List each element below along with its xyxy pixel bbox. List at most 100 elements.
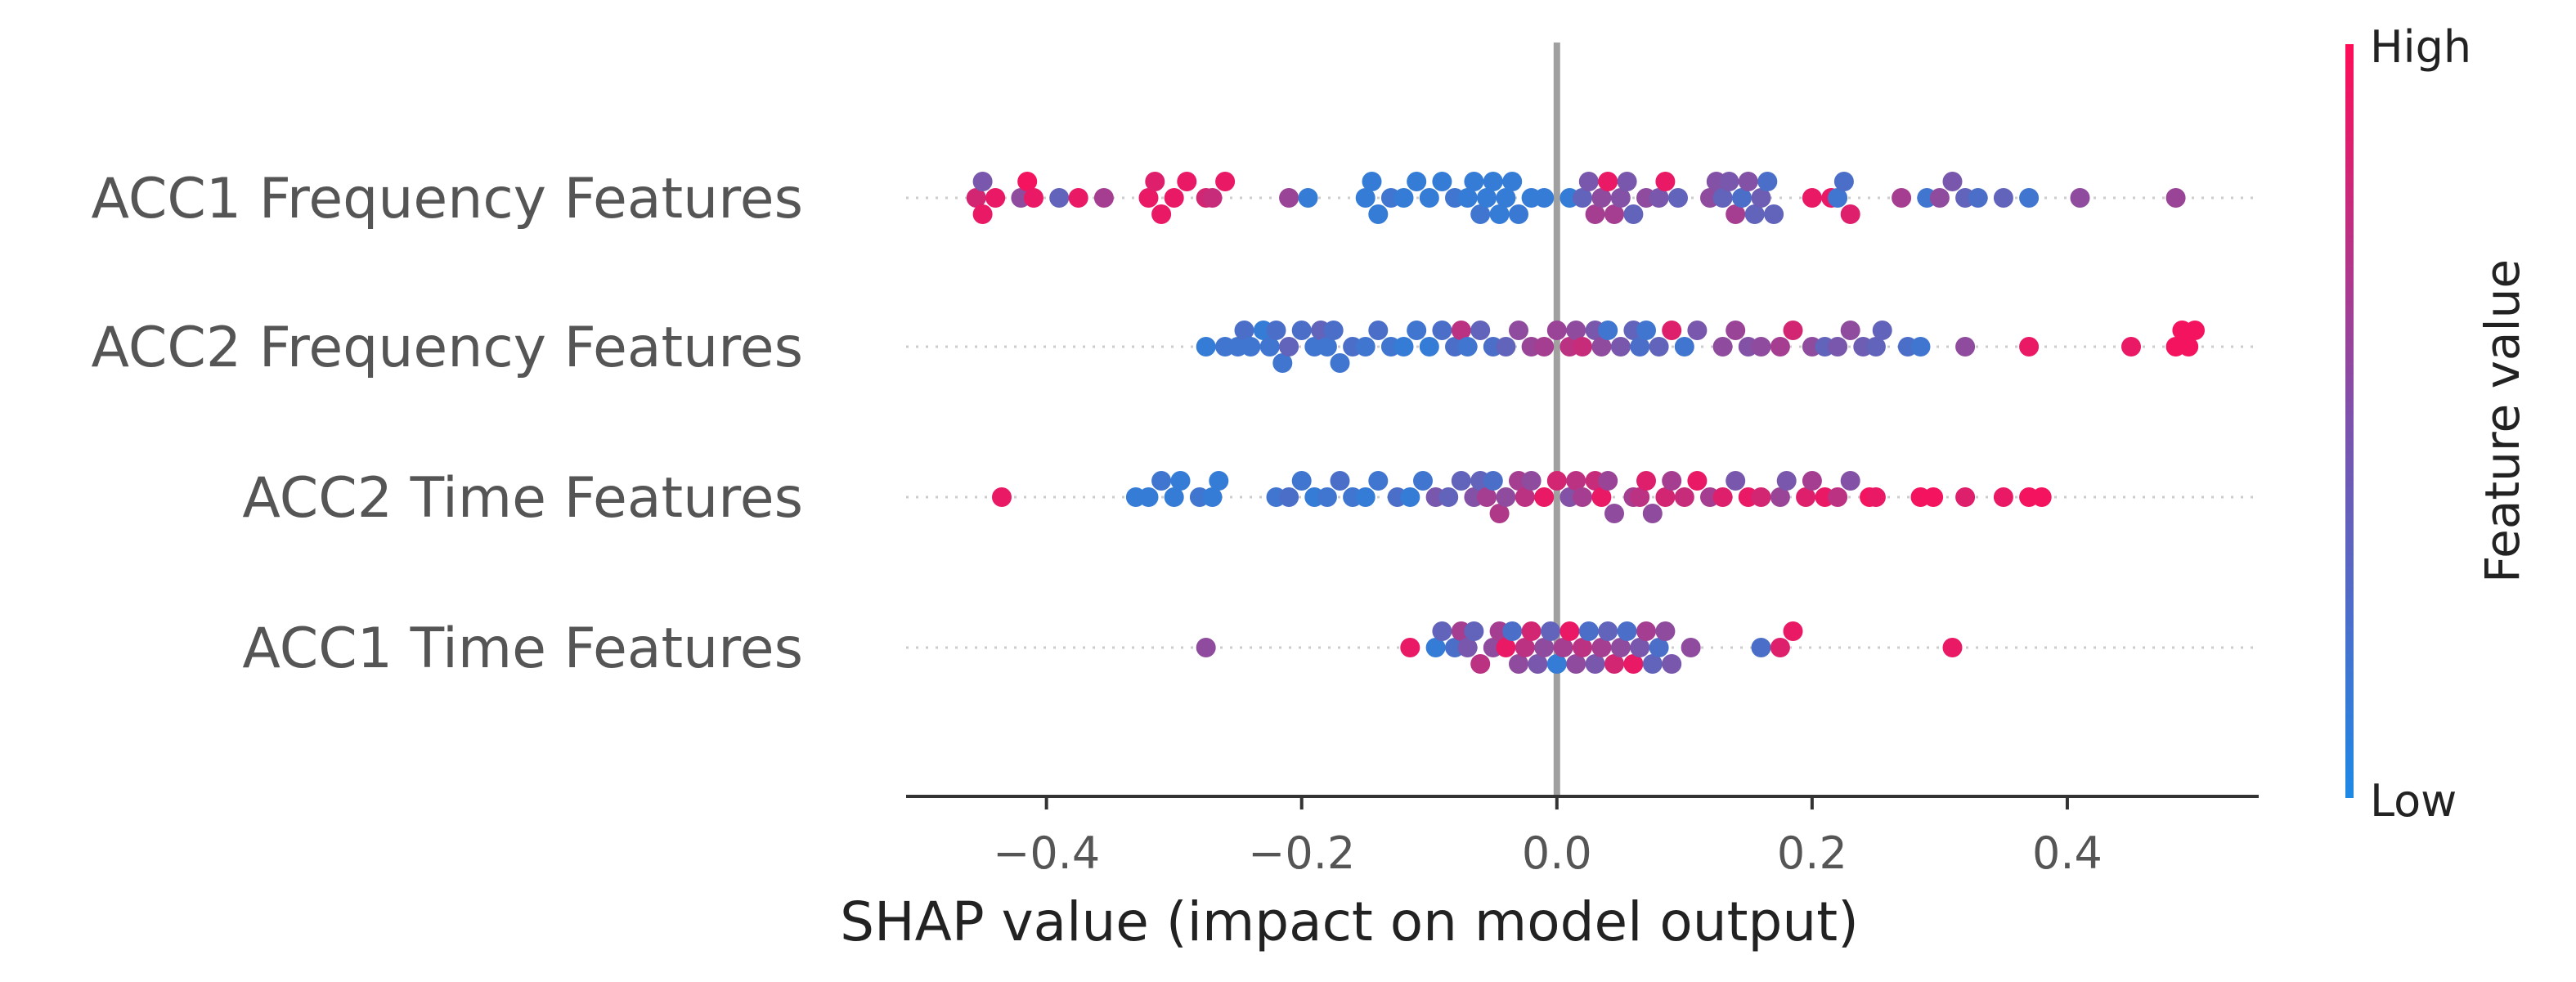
- shap-point: [1170, 471, 1191, 491]
- shap-point: [1489, 204, 1510, 224]
- shap-point: [1521, 471, 1542, 491]
- shap-point: [1419, 337, 1439, 356]
- shap-point: [1630, 638, 1650, 657]
- shap-point: [1566, 321, 1586, 340]
- shap-point: [1598, 621, 1618, 641]
- shap-point: [1477, 188, 1497, 208]
- shap-point: [2165, 188, 2186, 208]
- shap-point: [1942, 638, 1963, 657]
- shap-point: [1509, 204, 1528, 224]
- shap-point: [1726, 471, 1746, 491]
- shap-point: [1591, 487, 1612, 507]
- shap-point: [1872, 321, 1892, 340]
- shap-point: [1272, 353, 1293, 373]
- shap-point: [1929, 188, 1950, 208]
- shap-point: [992, 487, 1012, 507]
- shap-point: [1164, 487, 1184, 507]
- shap-point: [1400, 638, 1420, 657]
- shap-point: [1630, 337, 1650, 356]
- shap-point: [1674, 487, 1694, 507]
- shap-point: [1617, 621, 1637, 641]
- shap-point: [1828, 337, 1848, 356]
- shap-point: [1598, 172, 1618, 191]
- colorbar-title: Feature value: [2475, 259, 2530, 583]
- shap-point: [1279, 337, 1299, 356]
- row-guide-lines: [906, 196, 2259, 649]
- shap-point: [1585, 654, 1605, 674]
- shap-point: [1649, 337, 1669, 356]
- shap-point: [1196, 638, 1216, 657]
- shap-point: [972, 172, 993, 191]
- shap-point: [1534, 337, 1555, 356]
- shap-point: [1534, 188, 1555, 208]
- shap-point: [1266, 321, 1286, 340]
- shap-point: [1712, 188, 1733, 208]
- shap-points: [966, 172, 2205, 674]
- shap-point: [1017, 172, 1038, 191]
- shap-point: [1546, 471, 1567, 491]
- shap-point: [1968, 188, 1988, 208]
- shap-point: [1668, 188, 1688, 208]
- shap-point: [1993, 487, 2013, 507]
- shap-point: [1993, 188, 2013, 208]
- shap-point: [1279, 487, 1299, 507]
- shap-point: [1483, 471, 1503, 491]
- shap-point: [1291, 471, 1312, 491]
- shap-point: [1623, 654, 1644, 674]
- shap-point: [1802, 471, 1822, 491]
- shap-point: [1432, 321, 1452, 340]
- shap-point: [972, 204, 993, 224]
- shap-point: [1610, 188, 1631, 208]
- shap-point: [1553, 638, 1573, 657]
- shap-point: [1259, 337, 1280, 356]
- shap-point: [1368, 204, 1389, 224]
- shap-point: [1783, 621, 1803, 641]
- shap-point: [1496, 337, 1516, 356]
- shap-point: [1093, 188, 1114, 208]
- shap-point: [1509, 321, 1528, 340]
- shap-point: [1298, 188, 1318, 208]
- shap-point: [1712, 337, 1733, 356]
- x-tick-label: −0.4: [993, 827, 1100, 879]
- shap-point: [1470, 204, 1491, 224]
- shap-point: [1642, 504, 1663, 523]
- shap-point: [1528, 654, 1548, 674]
- shap-point: [1591, 337, 1612, 356]
- shap-point: [1598, 471, 1618, 491]
- shap-point: [1865, 337, 1886, 356]
- shap-point: [1610, 337, 1631, 356]
- colorbar-high-label: High: [2370, 21, 2471, 73]
- shap-point: [1674, 337, 1694, 356]
- feature-label: ACC2 Time Features: [242, 466, 803, 531]
- shap-point: [1573, 188, 1592, 208]
- shap-point: [1534, 638, 1555, 657]
- shap-point: [1368, 471, 1389, 491]
- shap-point: [1451, 321, 1471, 340]
- shap-point: [1024, 188, 1043, 208]
- shap-point: [1355, 487, 1376, 507]
- shap-point: [1546, 321, 1567, 340]
- feature-labels: ACC1 Frequency Features ACC2 Frequency Fe…: [92, 167, 803, 681]
- shap-point: [1955, 337, 1976, 356]
- shap-point: [1833, 172, 1854, 191]
- shap-point: [1751, 337, 1771, 356]
- feature-label: ACC2 Frequency Features: [92, 316, 803, 380]
- feature-label: ACC1 Time Features: [242, 617, 803, 681]
- shap-point: [1840, 204, 1860, 224]
- shap-point: [2121, 337, 2141, 356]
- shap-point: [1610, 638, 1631, 657]
- shap-point: [1751, 638, 1771, 657]
- feature-label: ACC1 Frequency Features: [92, 167, 803, 231]
- shap-point: [1138, 188, 1159, 208]
- shap-point: [1783, 321, 1803, 340]
- shap-point: [1573, 487, 1592, 507]
- shap-point: [1541, 621, 1560, 641]
- shap-point: [1687, 321, 1708, 340]
- shap-point: [1942, 172, 1963, 191]
- shap-point: [2019, 337, 2040, 356]
- shap-point: [1496, 638, 1516, 657]
- shap-point: [1662, 471, 1682, 491]
- shap-point: [1496, 487, 1516, 507]
- shap-point: [1840, 321, 1860, 340]
